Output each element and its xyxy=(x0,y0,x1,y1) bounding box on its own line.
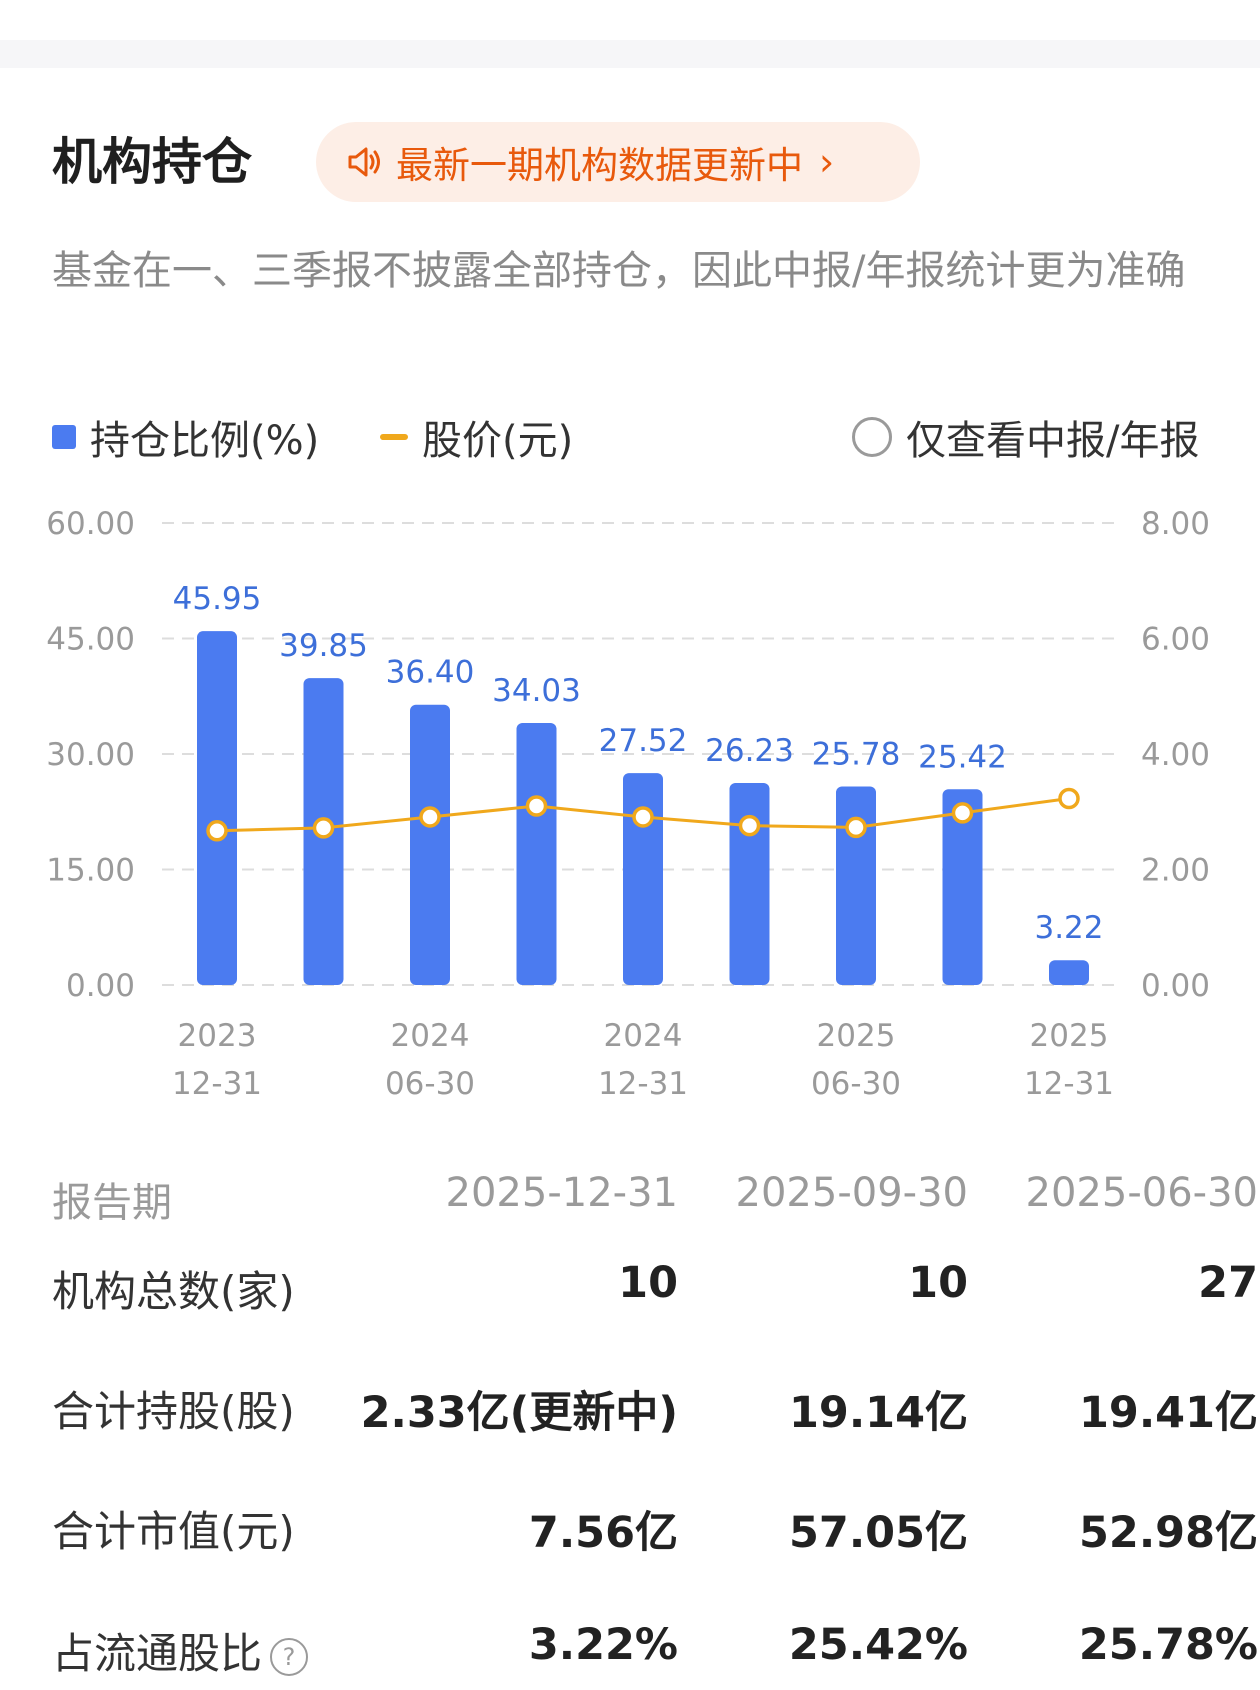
price-point xyxy=(951,802,974,824)
cell: 27 xyxy=(1198,1258,1258,1308)
cell: 57.05亿 xyxy=(788,1508,968,1558)
bar xyxy=(516,722,557,985)
right-axis-tick-label: 0.00 xyxy=(1141,968,1210,1004)
bar xyxy=(197,631,237,985)
cell: 10 xyxy=(908,1258,968,1308)
notice-text: 最新一期机构数据更新中 xyxy=(396,144,803,187)
row-label: 合计持股(股) xyxy=(52,1387,295,1436)
cell: 10 xyxy=(618,1258,678,1308)
cell: 19.41亿 xyxy=(1078,1388,1258,1438)
header-col-3: 2025-06-30 xyxy=(1025,1170,1258,1216)
legend-line-label: 股价(元) xyxy=(422,418,574,464)
speaker-icon xyxy=(348,147,380,177)
cell: 25.42% xyxy=(788,1620,968,1670)
bar-swatch-icon xyxy=(52,425,76,449)
legend-line-entry: 股价(元) xyxy=(380,408,573,466)
left-axis-tick-label: 45.00 xyxy=(46,622,135,658)
bar-data-label: 34.03 xyxy=(492,673,581,709)
section-subtitle: 基金在一、三季报不披露全部持仓，因此中报/年报统计更为准确 xyxy=(52,248,1186,294)
cell: 7.56亿 xyxy=(528,1508,678,1558)
question-icon[interactable]: ? xyxy=(270,1637,309,1676)
x-tick-label-year: 2024 xyxy=(604,1018,683,1054)
price-point xyxy=(419,806,441,828)
cell: 19.14亿 xyxy=(788,1388,968,1438)
legend-bar-entry: 持仓比例(%) xyxy=(52,408,319,466)
bar-data-label: 45.95 xyxy=(173,581,262,617)
bar-data-label: 26.23 xyxy=(705,733,794,769)
x-tick-label-date: 12-31 xyxy=(172,1066,262,1102)
x-tick-label-year: 2025 xyxy=(817,1018,896,1054)
cell: 52.98亿 xyxy=(1078,1508,1258,1558)
left-axis-tick-label: 0.00 xyxy=(66,968,135,1004)
x-tick-label-date: 06-30 xyxy=(385,1066,475,1102)
bar xyxy=(410,704,450,985)
chevron-right-icon: › xyxy=(819,140,835,184)
left-axis-tick-label: 60.00 xyxy=(46,506,135,542)
bar-data-label: 25.42 xyxy=(918,739,1007,775)
section-title: 机构持仓 xyxy=(52,133,252,191)
radio-circle-icon[interactable] xyxy=(852,417,892,457)
row-label: 合计市值(元) xyxy=(52,1507,295,1556)
top-divider-band xyxy=(0,40,1260,68)
update-notice-button[interactable]: 最新一期机构数据更新中 › xyxy=(316,122,920,202)
bar xyxy=(836,786,876,985)
bar xyxy=(942,789,983,985)
bar-data-label: 25.78 xyxy=(812,736,901,772)
header-col-2: 2025-09-30 xyxy=(735,1170,968,1216)
left-axis-tick-label: 30.00 xyxy=(46,737,135,773)
toggle-label: 仅查看中报/年报 xyxy=(906,418,1200,464)
x-tick-label-year: 2025 xyxy=(1030,1018,1109,1054)
bar-data-label: 27.52 xyxy=(599,723,688,759)
row-label: 机构总数(家) xyxy=(52,1267,295,1316)
price-point xyxy=(1058,787,1080,810)
row-label: 占流通股比? xyxy=(52,1620,309,1681)
line-swatch-icon xyxy=(380,434,408,440)
bar-data-label: 3.22 xyxy=(1034,910,1103,946)
x-tick-label-year: 2024 xyxy=(391,1018,470,1054)
left-axis-tick-label: 15.00 xyxy=(46,853,135,889)
x-tick-label-date: 12-31 xyxy=(1024,1066,1114,1102)
semiannual-toggle[interactable]: 仅查看中报/年报 xyxy=(852,408,1199,466)
x-tick-label-date: 06-30 xyxy=(811,1066,901,1102)
right-axis-tick-label: 2.00 xyxy=(1141,853,1210,889)
right-axis-tick-label: 4.00 xyxy=(1141,737,1210,773)
price-point xyxy=(845,816,867,839)
legend-bar-label: 持仓比例(%) xyxy=(90,418,320,464)
bar xyxy=(1049,960,1089,985)
price-point xyxy=(632,806,654,828)
price-point xyxy=(312,817,335,839)
header-label: 报告期 xyxy=(52,1180,172,1226)
x-tick-label-year: 2023 xyxy=(178,1018,257,1054)
bar-data-label: 39.85 xyxy=(279,628,368,664)
cell: 3.22% xyxy=(528,1620,678,1670)
bar xyxy=(623,773,663,985)
holdings-chart: 0.00 15.00 30.00 45.00 60.00 0.00 2.00 4.00 6.00… xyxy=(46,506,1210,1102)
price-point xyxy=(738,814,761,837)
right-axis-tick-label: 6.00 xyxy=(1141,622,1210,658)
right-axis-tick-label: 8.00 xyxy=(1141,506,1210,542)
row-label-text: 占流通股比 xyxy=(52,1629,263,1678)
price-point xyxy=(206,820,228,842)
cell: 25.78% xyxy=(1078,1620,1258,1670)
header-col-1: 2025-12-31 xyxy=(445,1170,678,1216)
price-point xyxy=(525,795,548,817)
x-tick-label-date: 12-31 xyxy=(598,1066,688,1102)
bar xyxy=(729,783,770,985)
cell: 2.33亿(更新中) xyxy=(360,1388,678,1438)
bar-data-label: 36.40 xyxy=(386,655,475,691)
